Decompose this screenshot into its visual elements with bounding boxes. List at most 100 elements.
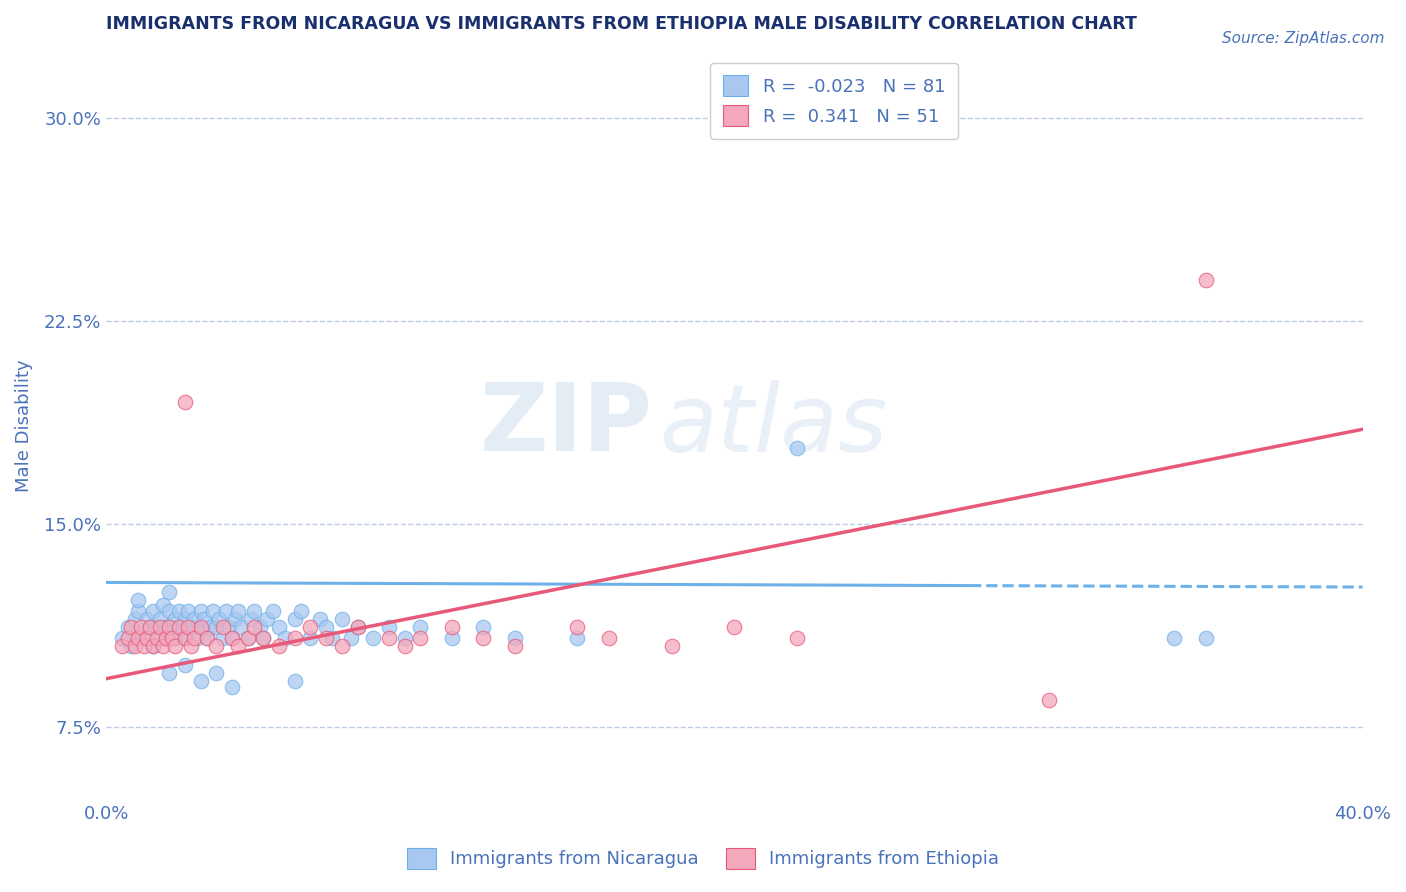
Legend: R =  -0.023   N = 81, R =  0.341   N = 51: R = -0.023 N = 81, R = 0.341 N = 51 bbox=[710, 62, 957, 138]
Point bbox=[177, 604, 200, 618]
Point bbox=[252, 631, 274, 645]
Point bbox=[262, 604, 284, 618]
Point bbox=[256, 612, 278, 626]
Point bbox=[440, 631, 463, 645]
Point bbox=[173, 631, 195, 645]
Point bbox=[1194, 631, 1216, 645]
Point bbox=[786, 442, 808, 456]
Point bbox=[127, 604, 149, 618]
Point bbox=[121, 639, 143, 653]
Point bbox=[330, 639, 353, 653]
Point bbox=[346, 620, 368, 634]
Point bbox=[142, 604, 165, 618]
Point bbox=[215, 604, 238, 618]
Point bbox=[274, 631, 297, 645]
Point bbox=[226, 604, 249, 618]
Point bbox=[149, 612, 172, 626]
Point bbox=[567, 631, 589, 645]
Point bbox=[167, 604, 190, 618]
Y-axis label: Male Disability: Male Disability bbox=[15, 359, 32, 491]
Point bbox=[173, 395, 195, 409]
Point bbox=[409, 631, 432, 645]
Point bbox=[202, 604, 225, 618]
Point bbox=[193, 612, 215, 626]
Point bbox=[162, 620, 184, 634]
Point bbox=[117, 620, 139, 634]
Point bbox=[117, 631, 139, 645]
Point bbox=[155, 620, 177, 634]
Point bbox=[180, 620, 202, 634]
Point bbox=[267, 639, 290, 653]
Point bbox=[503, 639, 526, 653]
Point bbox=[221, 631, 243, 645]
Point bbox=[378, 631, 401, 645]
Point bbox=[177, 620, 200, 634]
Point bbox=[157, 604, 180, 618]
Point bbox=[190, 620, 212, 634]
Point bbox=[165, 631, 187, 645]
Point bbox=[243, 604, 266, 618]
Point bbox=[598, 631, 620, 645]
Point bbox=[127, 631, 149, 645]
Point bbox=[129, 620, 152, 634]
Point bbox=[378, 620, 401, 634]
Point bbox=[124, 639, 146, 653]
Point bbox=[315, 620, 337, 634]
Point bbox=[249, 620, 271, 634]
Point bbox=[723, 620, 745, 634]
Point bbox=[221, 631, 243, 645]
Point bbox=[267, 620, 290, 634]
Point bbox=[299, 631, 322, 645]
Point bbox=[121, 620, 143, 634]
Point bbox=[284, 631, 307, 645]
Point bbox=[340, 631, 363, 645]
Point bbox=[252, 631, 274, 645]
Point bbox=[236, 631, 259, 645]
Point bbox=[218, 620, 240, 634]
Point bbox=[205, 639, 228, 653]
Point bbox=[152, 631, 174, 645]
Legend: Immigrants from Nicaragua, Immigrants from Ethiopia: Immigrants from Nicaragua, Immigrants fr… bbox=[399, 840, 1007, 876]
Point bbox=[394, 631, 416, 645]
Point bbox=[145, 620, 167, 634]
Point bbox=[346, 620, 368, 634]
Point bbox=[567, 620, 589, 634]
Point bbox=[211, 620, 233, 634]
Point bbox=[211, 631, 233, 645]
Point bbox=[231, 620, 253, 634]
Point bbox=[661, 639, 683, 653]
Point bbox=[330, 612, 353, 626]
Point bbox=[290, 604, 312, 618]
Point bbox=[127, 625, 149, 640]
Point bbox=[127, 593, 149, 607]
Point bbox=[155, 631, 177, 645]
Point bbox=[236, 631, 259, 645]
Point bbox=[226, 639, 249, 653]
Point bbox=[132, 639, 155, 653]
Point bbox=[284, 674, 307, 689]
Point bbox=[162, 631, 184, 645]
Point bbox=[198, 620, 221, 634]
Point bbox=[195, 631, 218, 645]
Text: IMMIGRANTS FROM NICARAGUA VS IMMIGRANTS FROM ETHIOPIA MALE DISABILITY CORRELATIO: IMMIGRANTS FROM NICARAGUA VS IMMIGRANTS … bbox=[107, 15, 1137, 33]
Point bbox=[361, 631, 384, 645]
Point bbox=[239, 612, 262, 626]
Point bbox=[1194, 273, 1216, 287]
Point bbox=[157, 585, 180, 599]
Point bbox=[149, 620, 172, 634]
Text: ZIP: ZIP bbox=[479, 379, 652, 471]
Point bbox=[224, 612, 246, 626]
Point bbox=[472, 631, 495, 645]
Point bbox=[186, 631, 208, 645]
Point bbox=[299, 620, 322, 634]
Point bbox=[165, 612, 187, 626]
Point bbox=[139, 620, 162, 634]
Point bbox=[1038, 693, 1060, 707]
Point bbox=[124, 612, 146, 626]
Point bbox=[409, 620, 432, 634]
Point bbox=[786, 631, 808, 645]
Point bbox=[157, 666, 180, 681]
Point bbox=[472, 620, 495, 634]
Point bbox=[139, 620, 162, 634]
Point bbox=[315, 631, 337, 645]
